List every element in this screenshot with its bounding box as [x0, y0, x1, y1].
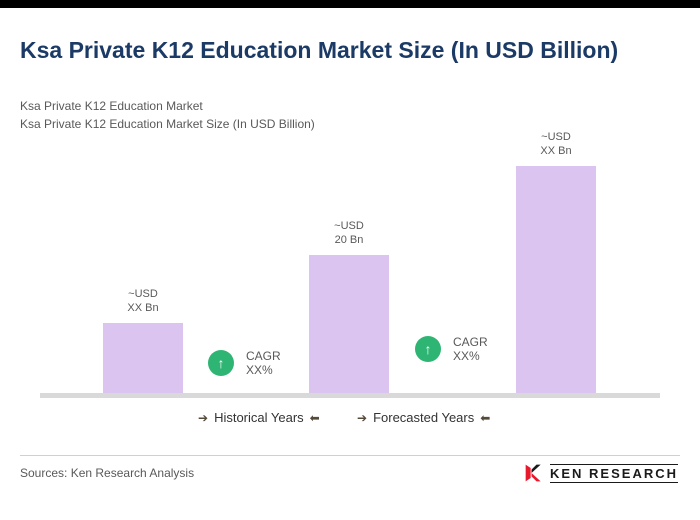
up-arrow-glyph: ↑ — [217, 355, 225, 371]
forecasted-years-label: ➔ Forecasted Years ⬅ — [357, 410, 490, 425]
left-arrow-icon: ⬅ — [480, 410, 491, 425]
up-arrow-glyph: ↑ — [424, 341, 432, 357]
cagr-badge-1: ↑ CAGR XX% — [208, 349, 281, 377]
cagr-text-line2: XX% — [453, 349, 480, 363]
bar-value-label: ~USD 20 Bn — [289, 219, 409, 255]
page-title: Ksa Private K12 Education Market Size (I… — [20, 37, 619, 64]
ken-research-logo-text: KEN RESEARCH — [549, 463, 678, 483]
right-arrow-icon: ➔ — [357, 410, 368, 425]
cagr-label: CAGR XX% — [453, 335, 488, 363]
cagr-text-line1: CAGR — [453, 335, 488, 349]
chart-subtitle-1: Ksa Private K12 Education Market — [20, 99, 203, 113]
historical-years-text: Historical Years — [214, 410, 304, 425]
cagr-badge-2: ↑ CAGR XX% — [415, 335, 488, 363]
top-black-bar — [0, 0, 700, 8]
bar-label-line2: 20 Bn — [334, 234, 364, 246]
ken-research-logo: KEN RESEARCH — [524, 463, 678, 483]
forecasted-years-text: Forecasted Years — [373, 410, 475, 425]
bar-group-forecast: ~USD XX Bn — [516, 131, 596, 393]
bar-group-current: ~USD 20 Bn — [309, 220, 389, 393]
bar-label-line2: XX Bn — [540, 145, 572, 157]
bar-current — [309, 255, 389, 393]
bar-label-line1: ~USD — [541, 131, 571, 143]
historical-years-label: ➔ Historical Years ⬅ — [198, 410, 320, 425]
bar-historical — [103, 323, 183, 393]
up-arrow-icon: ↑ — [208, 350, 234, 376]
cagr-label: CAGR XX% — [246, 349, 281, 377]
ken-research-logo-icon — [525, 464, 541, 482]
up-arrow-icon: ↑ — [415, 336, 441, 362]
bar-label-line2: XX Bn — [127, 302, 159, 314]
bar-forecast — [516, 166, 596, 393]
left-arrow-icon: ⬅ — [309, 410, 320, 425]
bar-label-line1: ~USD — [334, 220, 364, 232]
sources-text: Sources: Ken Research Analysis — [20, 466, 195, 480]
x-axis-baseline — [40, 393, 660, 398]
bar-label-line1: ~USD — [128, 288, 158, 300]
footer-divider — [20, 455, 680, 456]
bar-value-label: ~USD XX Bn — [496, 130, 616, 166]
cagr-text-line1: CAGR — [246, 349, 281, 363]
chart-subtitle-2: Ksa Private K12 Education Market Size (I… — [20, 117, 315, 131]
bar-group-historical: ~USD XX Bn — [103, 288, 183, 393]
bar-value-label: ~USD XX Bn — [83, 287, 203, 323]
cagr-text-line2: XX% — [246, 363, 273, 377]
right-arrow-icon: ➔ — [198, 410, 209, 425]
